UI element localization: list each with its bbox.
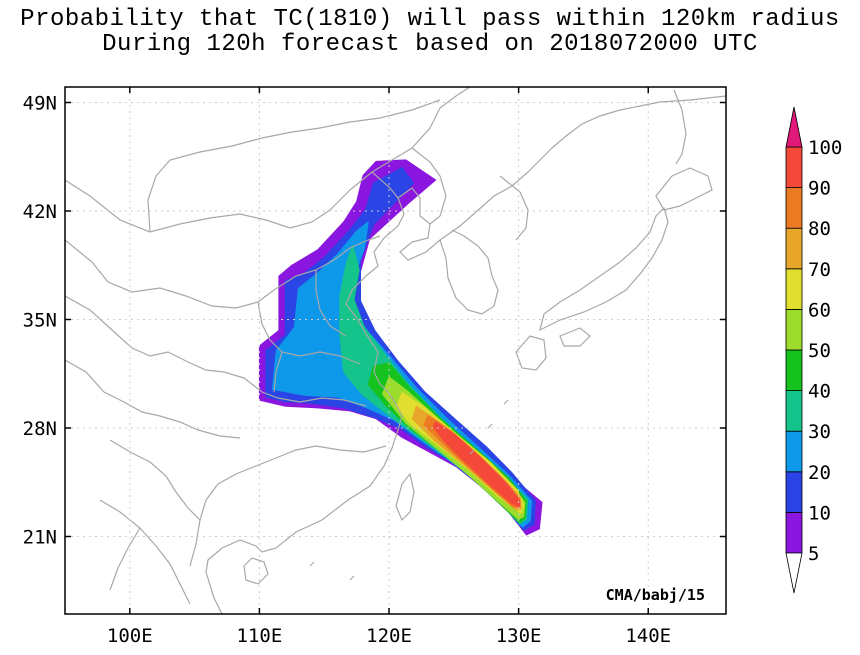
colorbar-label: 70 (808, 259, 831, 281)
colorbar-label: 60 (808, 299, 831, 321)
colorbar-band-30-40 (785, 390, 803, 432)
y-tick-label: 21N (23, 527, 57, 549)
probability-regions (258, 159, 543, 536)
source-credit: CMA/babj/15 (606, 586, 705, 604)
interior-borders (65, 87, 529, 605)
probability-region-90 (432, 421, 521, 508)
taiwan-island (395, 472, 415, 522)
y-tick-label: 49N (23, 93, 57, 115)
colorbar-label: 10 (808, 502, 831, 524)
mainland-coastline (205, 95, 726, 614)
x-tick-label: 140E (625, 625, 671, 647)
y-tick-label: 28N (23, 418, 57, 440)
colorbar-label: 5 (808, 543, 819, 565)
colorbar-label: 50 (808, 340, 831, 362)
small-islands (309, 561, 355, 581)
chart-title-line-1: Probability that TC(1810) will pass with… (20, 6, 840, 33)
y-tick-label: 35N (23, 310, 57, 332)
colorbar-band-50-60 (785, 308, 803, 351)
sakhalin-island (673, 89, 687, 165)
colorbar-band-60-70 (785, 268, 803, 310)
colorbar-under-arrow (785, 552, 803, 594)
colorbar-band-70-80 (785, 227, 803, 270)
japan-kyushu (515, 335, 547, 371)
colorbar-band-20-30 (785, 430, 803, 473)
hainan-island (243, 557, 269, 585)
colorbar-over-arrow (785, 106, 803, 148)
colorbar-label: 90 (808, 178, 831, 200)
x-tick-label: 120E (366, 625, 412, 647)
map-frame (64, 86, 727, 615)
japan-shikoku (559, 327, 591, 347)
coastlines-and-borders (65, 87, 726, 614)
korean-peninsula (439, 229, 499, 315)
x-tick-label: 110E (237, 625, 283, 647)
colorbar-label: 20 (808, 462, 831, 484)
ryukyu-islands (469, 399, 509, 455)
colorbar-label: 30 (808, 421, 831, 443)
colorbar-band-5-10 (785, 512, 803, 554)
colorbar-band-10-20 (785, 471, 803, 513)
chart-title-line-2: During 120h forecast based on 2018072000… (102, 31, 758, 58)
colorbar-label: 80 (808, 218, 831, 240)
x-tick-label: 130E (496, 625, 542, 647)
colorbar-band-90-100 (785, 146, 803, 188)
colorbar-label: 100 (808, 137, 842, 159)
japan-honshu (539, 206, 669, 332)
x-tick-label: 100E (107, 625, 153, 647)
y-tick-label: 42N (23, 201, 57, 223)
colorbar: 5 10 20 30 40 50 60 70 80 90 100 (785, 106, 842, 594)
axis-ticks: 100E 110E 120E 130E 140E 21N 28N 35N 42N 49N (23, 87, 726, 647)
japan-hokkaido (655, 167, 713, 211)
colorbar-label: 40 (808, 381, 831, 403)
colorbar-band-80-90 (785, 187, 803, 229)
graticule (65, 87, 726, 614)
colorbar-band-40-50 (785, 349, 803, 391)
